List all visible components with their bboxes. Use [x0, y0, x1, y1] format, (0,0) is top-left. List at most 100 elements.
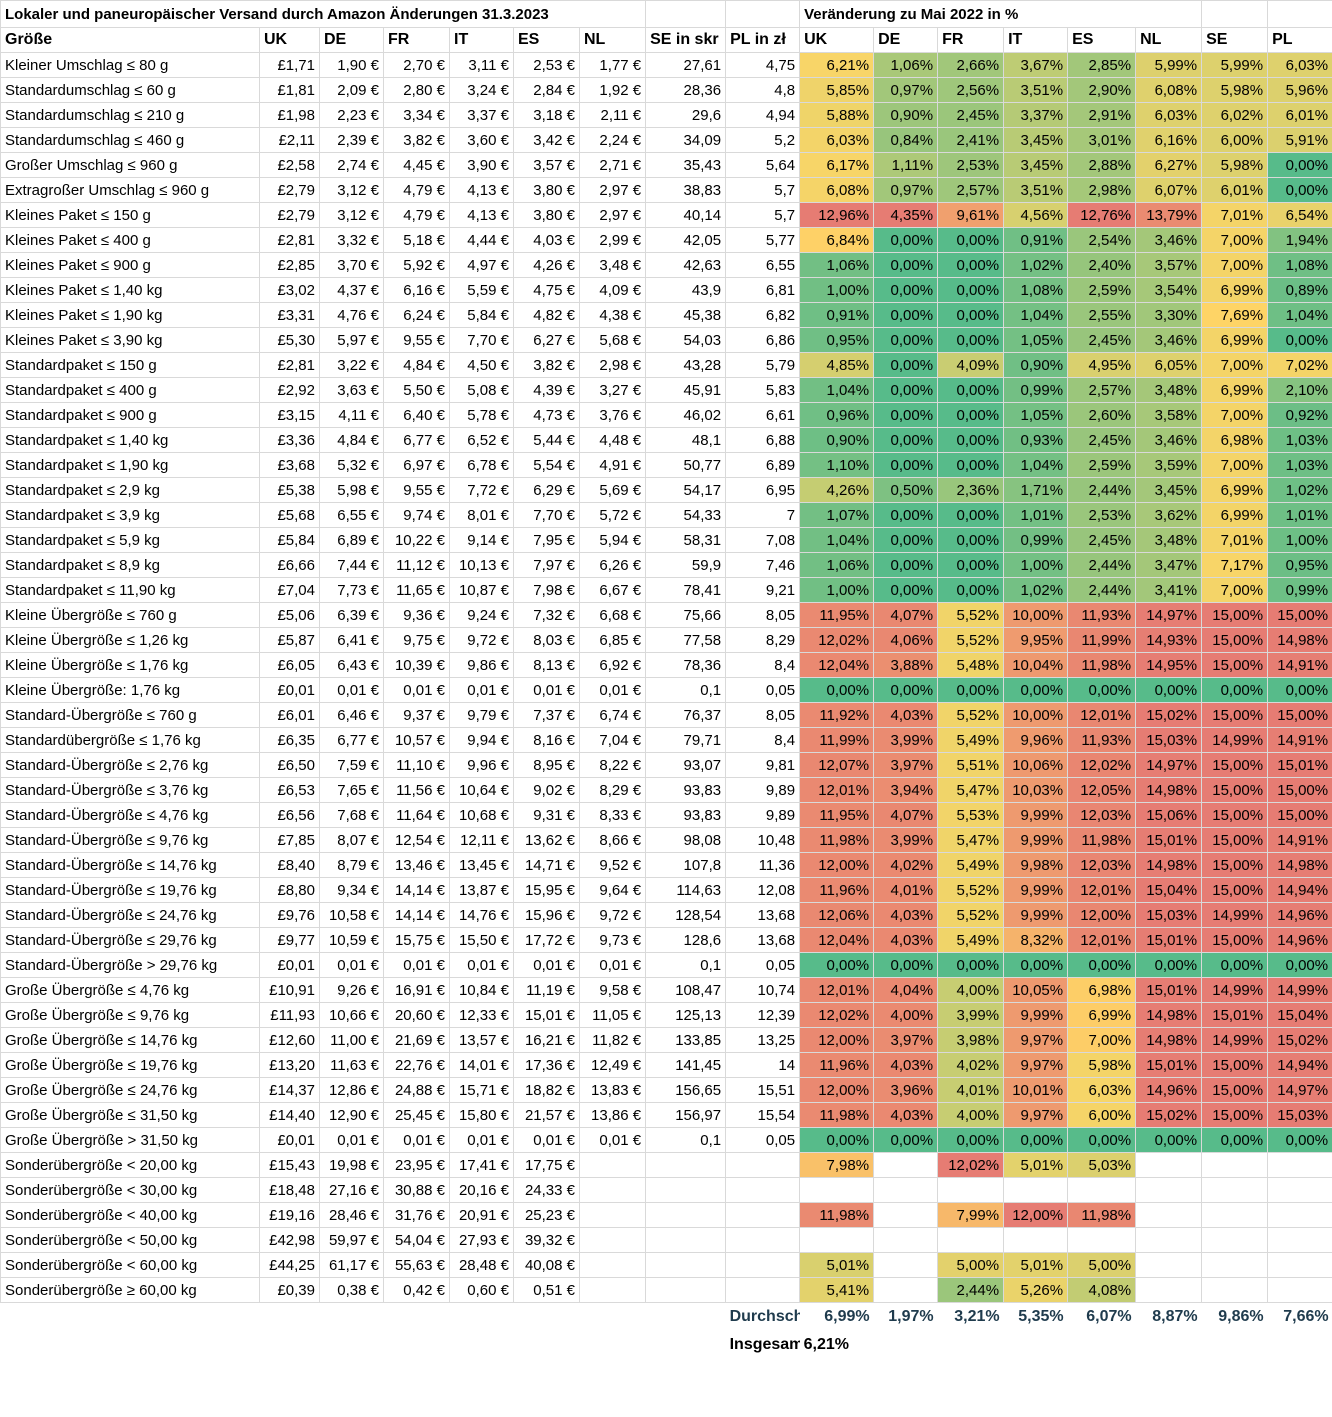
percent-change-cell[interactable]: 0,00%: [1201, 952, 1269, 978]
price-cell[interactable]: 9,14 €: [449, 527, 514, 553]
percent-change-cell[interactable]: 1,00%: [799, 577, 875, 603]
percent-change-cell[interactable]: [1201, 1202, 1269, 1228]
price-cell[interactable]: 3,80 €: [513, 177, 580, 203]
percent-change-cell[interactable]: 7,69%: [1201, 302, 1269, 328]
average-value[interactable]: 3,21%: [954, 1307, 1000, 1325]
price-cell[interactable]: 9,73 €: [578, 927, 647, 953]
percent-change-cell[interactable]: 6,01%: [1267, 102, 1332, 128]
percent-change-cell[interactable]: 4,02%: [937, 1052, 1005, 1078]
percent-change-cell[interactable]: 15,00%: [1201, 1052, 1269, 1078]
percent-change-cell[interactable]: 0,00%: [799, 952, 875, 978]
percent-change-cell[interactable]: 15,00%: [1201, 852, 1269, 878]
price-cell[interactable]: 6,27 €: [513, 327, 580, 353]
percent-change-cell[interactable]: 12,03%: [1067, 852, 1137, 878]
percent-change-cell[interactable]: 2,10%: [1267, 377, 1332, 403]
price-cell[interactable]: 9,89: [725, 802, 801, 828]
percent-change-cell[interactable]: 3,99%: [873, 727, 939, 753]
percent-change-cell[interactable]: 11,92%: [799, 702, 875, 728]
percent-change-cell[interactable]: [1201, 1152, 1269, 1178]
price-cell[interactable]: 0,01 €: [383, 1127, 450, 1153]
percent-change-cell[interactable]: 14,99%: [1201, 902, 1269, 928]
percent-change-cell[interactable]: 0,99%: [1003, 527, 1069, 553]
percent-change-cell[interactable]: 6,01%: [1201, 177, 1269, 203]
price-cell[interactable]: 38,83: [645, 177, 727, 203]
price-cell[interactable]: 2,99 €: [578, 227, 647, 253]
percent-change-cell[interactable]: 15,00%: [1267, 777, 1332, 803]
percent-change-cell[interactable]: 0,00%: [937, 252, 1005, 278]
percent-change-cell[interactable]: 0,00%: [1003, 952, 1069, 978]
price-cell[interactable]: 0,1: [645, 952, 727, 978]
price-cell[interactable]: 14,76 €: [449, 902, 514, 928]
percent-change-cell[interactable]: 0,00%: [873, 677, 939, 703]
price-cell[interactable]: 43,28: [645, 352, 727, 378]
price-cell[interactable]: 27,93 €: [449, 1227, 514, 1253]
price-cell[interactable]: 4,26 €: [513, 252, 580, 278]
price-cell[interactable]: 7,98 €: [513, 577, 580, 603]
price-cell[interactable]: £2,85: [259, 252, 320, 278]
percent-change-cell[interactable]: 0,00%: [1267, 1127, 1332, 1153]
price-cell[interactable]: 59,9: [645, 552, 727, 578]
percent-change-cell[interactable]: 4,85%: [799, 352, 875, 378]
size-label-cell[interactable]: Standard-Übergröße ≤ 9,76 kg: [0, 827, 260, 853]
empty-cell[interactable]: [874, 1331, 1332, 1359]
percent-change-cell[interactable]: 0,00%: [1267, 327, 1332, 353]
percent-change-cell[interactable]: 0,00%: [937, 502, 1005, 528]
price-cell[interactable]: 6,40 €: [383, 402, 450, 428]
percent-change-cell[interactable]: 2,45%: [1067, 527, 1137, 553]
price-cell[interactable]: 6,29 €: [513, 477, 580, 503]
price-cell[interactable]: 6,67 €: [578, 577, 647, 603]
price-cell[interactable]: £15,43: [259, 1152, 320, 1178]
price-cell[interactable]: 8,33 €: [578, 802, 647, 828]
price-cell[interactable]: 0,51 €: [513, 1277, 580, 1303]
change-section-title[interactable]: Veränderung zu Mai 2022 in %: [799, 0, 1203, 28]
percent-change-cell[interactable]: 1,03%: [1267, 452, 1332, 478]
price-cell[interactable]: 98,08: [645, 827, 727, 853]
percent-change-cell[interactable]: 3,46%: [1135, 427, 1203, 453]
price-cell[interactable]: 0,60 €: [449, 1277, 514, 1303]
price-cell[interactable]: 4,91 €: [578, 452, 647, 478]
price-cell[interactable]: 25,45 €: [383, 1102, 450, 1128]
percent-change-cell[interactable]: 3,98%: [937, 1027, 1005, 1053]
percent-change-cell[interactable]: 4,01%: [937, 1077, 1005, 1103]
price-cell[interactable]: 11,36: [725, 852, 801, 878]
price-cell[interactable]: 5,54 €: [513, 452, 580, 478]
price-cell[interactable]: 3,57 €: [513, 152, 580, 178]
price-cell[interactable]: 7,95 €: [513, 527, 580, 553]
column-header[interactable]: PL in zł: [725, 27, 801, 53]
column-header[interactable]: SE in skr: [645, 27, 727, 53]
percent-change-cell[interactable]: 0,00%: [799, 1127, 875, 1153]
percent-change-cell[interactable]: 6,16%: [1135, 127, 1203, 153]
percent-change-cell[interactable]: 4,03%: [873, 927, 939, 953]
price-cell[interactable]: 61,17 €: [319, 1252, 384, 1278]
percent-change-cell[interactable]: 9,99%: [1003, 877, 1069, 903]
price-cell[interactable]: 6,68 €: [578, 602, 647, 628]
percent-change-cell[interactable]: 1,01%: [1003, 502, 1069, 528]
percent-change-cell[interactable]: 6,08%: [1135, 77, 1203, 103]
percent-change-cell[interactable]: 2,66%: [937, 52, 1005, 78]
size-label-cell[interactable]: Kleines Paket ≤ 3,90 kg: [0, 327, 260, 353]
price-cell[interactable]: 6,86: [725, 327, 801, 353]
empty-cell[interactable]: [1, 1331, 726, 1359]
column-header[interactable]: IT: [1003, 27, 1069, 53]
percent-change-cell[interactable]: 14,98%: [1135, 1002, 1203, 1028]
percent-change-cell[interactable]: 3,58%: [1135, 402, 1203, 428]
price-cell[interactable]: 15,71 €: [449, 1077, 514, 1103]
price-cell[interactable]: 50,77: [645, 452, 727, 478]
size-label-cell[interactable]: Sonderübergröße < 50,00 kg: [0, 1227, 260, 1253]
price-cell[interactable]: 5,08 €: [449, 377, 514, 403]
price-cell[interactable]: 4,79 €: [383, 202, 450, 228]
price-cell[interactable]: 0,1: [645, 677, 727, 703]
price-cell[interactable]: 39,32 €: [513, 1227, 580, 1253]
percent-change-cell[interactable]: 0,00%: [1267, 177, 1332, 203]
percent-change-cell[interactable]: 4,35%: [873, 202, 939, 228]
price-cell[interactable]: £5,30: [259, 327, 320, 353]
column-header[interactable]: IT: [449, 27, 514, 53]
price-cell[interactable]: 11,19 €: [513, 977, 580, 1003]
average-value[interactable]: 6,07%: [1086, 1307, 1132, 1325]
price-cell[interactable]: 2,70 €: [383, 52, 450, 78]
percent-change-cell[interactable]: 9,99%: [1003, 827, 1069, 853]
price-cell[interactable]: 2,11 €: [578, 102, 647, 128]
average-value[interactable]: 7,66%: [1283, 1307, 1329, 1325]
percent-change-cell[interactable]: 15,01%: [1135, 977, 1203, 1003]
price-cell[interactable]: 6,85 €: [578, 627, 647, 653]
